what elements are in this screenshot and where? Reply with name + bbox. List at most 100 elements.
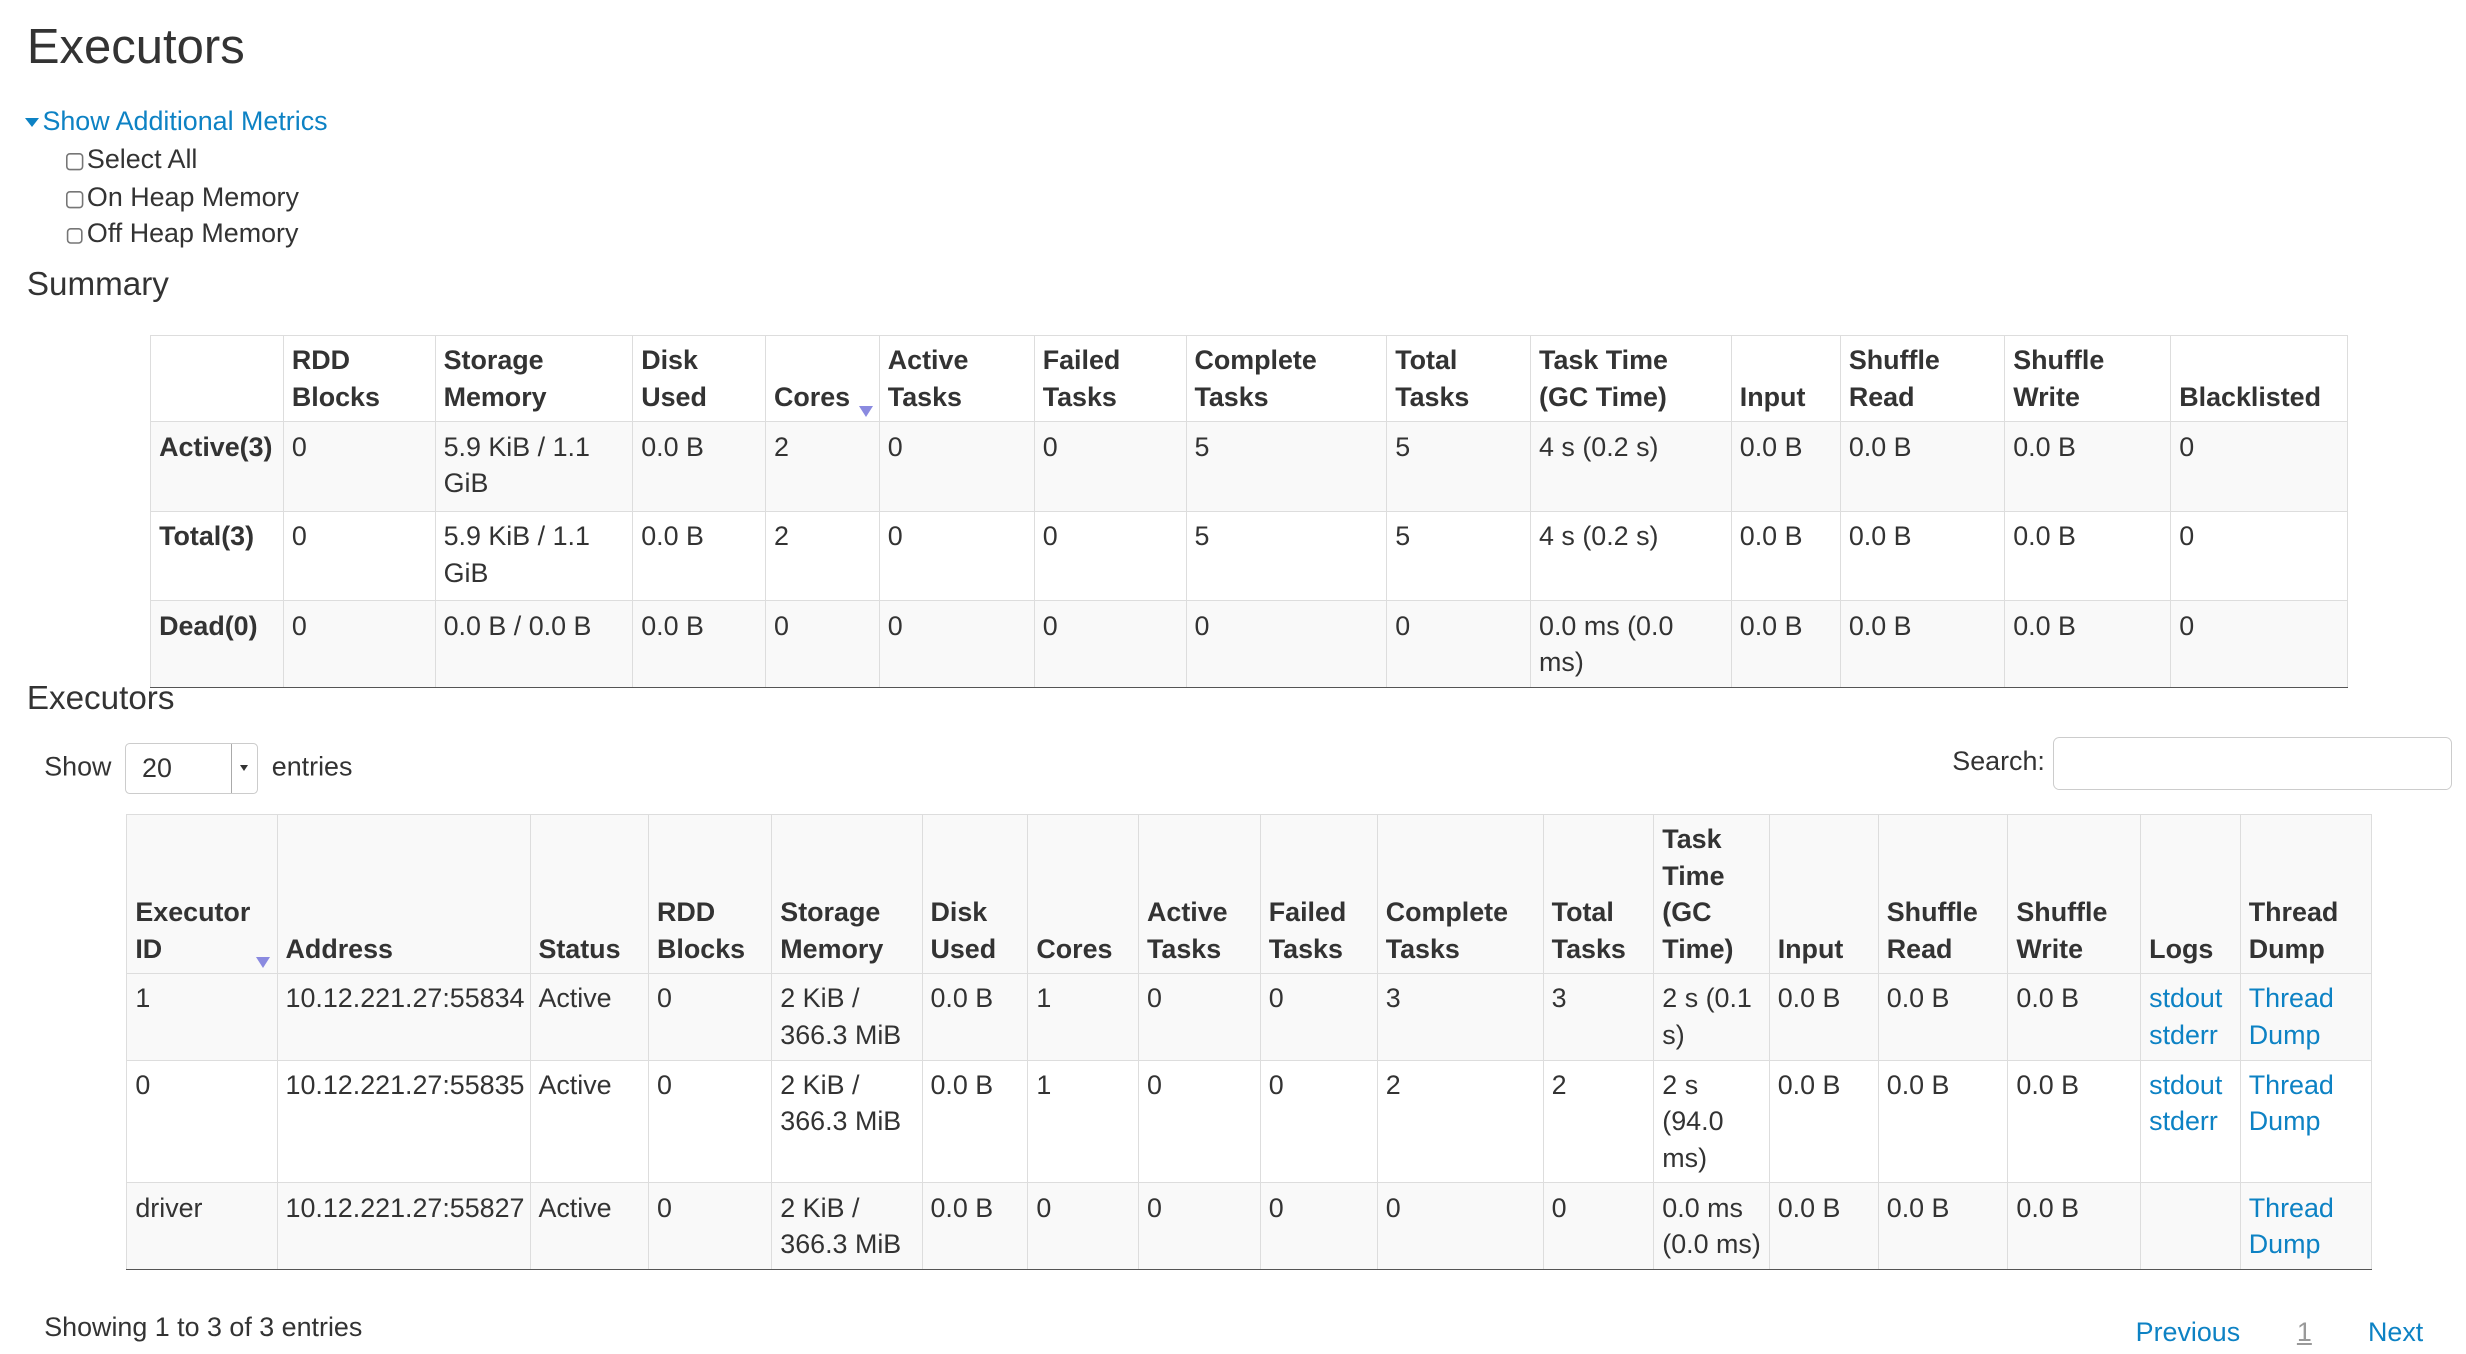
executor-cell: Active: [529, 973, 650, 1061]
triangle-down-icon: [25, 118, 40, 127]
executor-header[interactable]: Shuffle Read: [1877, 814, 2009, 974]
summary-row: Dead(0) 0 0.0 B / 0.0 B 0.0 B 0 0 0 0 0 0.0 ms (0…: [150, 600, 2349, 688]
header-label: Executor ID: [135, 897, 251, 964]
summary-header[interactable]: Failed Tasks: [1033, 335, 1187, 422]
page-title: Executors: [26, 19, 245, 74]
thread-dump-link[interactable]: Thread Dump: [2248, 1069, 2334, 1137]
header-label: RDD Blocks: [291, 345, 380, 412]
checkbox-label: Off Heap Memory: [86, 217, 299, 248]
summary-cell: Total(3): [150, 510, 284, 601]
summary-cell: 5.9 KiB / 1.1 GiB: [434, 510, 634, 601]
show-label: Show: [44, 751, 112, 782]
executor-header[interactable]: Thread Dump: [2239, 814, 2373, 974]
checkbox[interactable]: [66, 227, 84, 246]
stdout-link[interactable]: stdout: [2149, 1069, 2223, 1100]
summary-header[interactable]: Task Time (GC Time): [1530, 335, 1732, 422]
executor-header[interactable]: Shuffle Write: [2007, 814, 2142, 974]
next-page-button[interactable]: Next: [2368, 1316, 2424, 1347]
summary-header[interactable]: RDD Blocks: [282, 335, 436, 422]
summary-cell: 2: [765, 510, 880, 601]
executor-header[interactable]: Task Time (GC Time): [1653, 814, 1770, 974]
summary-cell: 0.0 B: [1730, 510, 1841, 601]
summary-cell: 0.0 B: [1730, 421, 1841, 512]
executor-row: 0 10.12.221.27:55835 Active 0 2 KiB / 366.3 …: [126, 1059, 2373, 1183]
executor-cell: 2 s (94.0 ms): [1653, 1059, 1770, 1183]
select-all-checkbox[interactable]: Select All: [66, 141, 197, 177]
summary-header[interactable]: Active Tasks: [878, 335, 1035, 422]
summary-cell: 0: [1033, 510, 1187, 601]
stderr-link[interactable]: stderr: [2149, 1106, 2218, 1137]
executor-header[interactable]: Active Tasks: [1138, 814, 1261, 974]
executor-cell: 0.0 B: [921, 1182, 1029, 1270]
search-input[interactable]: [2053, 736, 2452, 791]
header-label: Shuffle Write: [2016, 897, 2108, 964]
logs-cell: stdout stderr: [2140, 973, 2241, 1061]
summary-header[interactable]: Cores: [765, 335, 880, 422]
thread-dump-cell: Thread Dump: [2239, 1059, 2373, 1183]
off-heap-memory-checkbox[interactable]: Off Heap Memory: [66, 215, 298, 251]
checkbox[interactable]: [66, 191, 84, 209]
executor-header[interactable]: Status: [529, 814, 650, 974]
executor-cell: 0: [1259, 1059, 1378, 1183]
header-label: Active Tasks: [887, 345, 969, 412]
page-1-button[interactable]: 1: [2296, 1316, 2312, 1347]
executor-header[interactable]: RDD Blocks: [648, 814, 773, 974]
header-label: Cores: [1036, 933, 1113, 964]
executor-cell: 0: [1376, 1182, 1544, 1270]
executor-header[interactable]: Total Tasks: [1542, 814, 1655, 974]
summary-header[interactable]: Input: [1730, 335, 1841, 422]
executor-header[interactable]: Logs: [2140, 814, 2241, 974]
summary-header: [150, 335, 284, 422]
summary-header[interactable]: Complete Tasks: [1185, 335, 1388, 422]
show-additional-metrics-link[interactable]: Show Additional Metrics: [42, 105, 328, 136]
on-heap-memory-checkbox[interactable]: On Heap Memory: [66, 179, 299, 215]
stderr-link[interactable]: stderr: [2149, 1019, 2218, 1050]
checkbox-label: On Heap Memory: [86, 181, 299, 212]
executor-header[interactable]: Cores: [1027, 814, 1140, 974]
executor-cell: 1: [126, 973, 278, 1061]
summary-cell: 0: [2170, 421, 2349, 512]
summary-header[interactable]: Blacklisted: [2170, 335, 2349, 422]
executor-header[interactable]: Storage Memory: [771, 814, 923, 974]
summary-cell: 0.0 B: [1730, 600, 1841, 688]
executor-header[interactable]: Input: [1768, 814, 1879, 974]
header-label: Failed Tasks: [1042, 345, 1121, 412]
summary-cell: 5: [1386, 510, 1532, 601]
executor-header[interactable]: Disk Used: [921, 814, 1029, 974]
executor-cell: 2 KiB / 366.3 MiB: [771, 1182, 923, 1270]
summary-cell: 4 s (0.2 s): [1530, 421, 1732, 512]
summary-header[interactable]: Shuffle Read: [1839, 335, 2006, 422]
summary-header[interactable]: Storage Memory: [434, 335, 634, 422]
executor-cell: Active: [529, 1182, 650, 1270]
entries-select[interactable]: 20: [125, 742, 259, 794]
thread-dump-link[interactable]: Thread Dump: [2248, 1192, 2334, 1259]
executor-cell: 0.0 B: [921, 973, 1029, 1061]
executor-header[interactable]: Address: [276, 814, 531, 974]
header-label: Disk Used: [641, 345, 707, 412]
header-label: Total Tasks: [1395, 345, 1470, 412]
executor-cell: 0: [1027, 1182, 1140, 1270]
summary-header[interactable]: Total Tasks: [1386, 335, 1532, 422]
summary-cell: 0: [878, 600, 1035, 688]
header-label: Blacklisted: [2179, 381, 2322, 412]
header-label: Shuffle Write: [2013, 345, 2105, 412]
checkbox[interactable]: [66, 153, 84, 171]
executor-header[interactable]: Executor ID: [126, 814, 278, 974]
thread-dump-cell: Thread Dump: [2239, 1182, 2373, 1270]
executor-cell: 0: [1138, 973, 1261, 1061]
summary-header[interactable]: Shuffle Write: [2004, 335, 2172, 422]
executor-cell: 2 KiB / 366.3 MiB: [771, 1059, 923, 1183]
executor-cell: 0: [1138, 1182, 1261, 1270]
summary-cell: Dead(0): [150, 600, 284, 688]
executor-header[interactable]: Failed Tasks: [1259, 814, 1378, 974]
show-additional-metrics-toggle[interactable]: Show Additional Metrics: [25, 103, 328, 139]
stdout-link[interactable]: stdout: [2149, 983, 2223, 1014]
summary-cell: 0.0 B: [1839, 510, 2006, 601]
summary-header[interactable]: Disk Used: [632, 335, 767, 422]
executor-cell: 0.0 B: [2007, 1182, 2142, 1270]
thread-dump-link[interactable]: Thread Dump: [2248, 983, 2334, 1050]
previous-page-button[interactable]: Previous: [2135, 1316, 2241, 1347]
executor-header[interactable]: Complete Tasks: [1376, 814, 1544, 974]
